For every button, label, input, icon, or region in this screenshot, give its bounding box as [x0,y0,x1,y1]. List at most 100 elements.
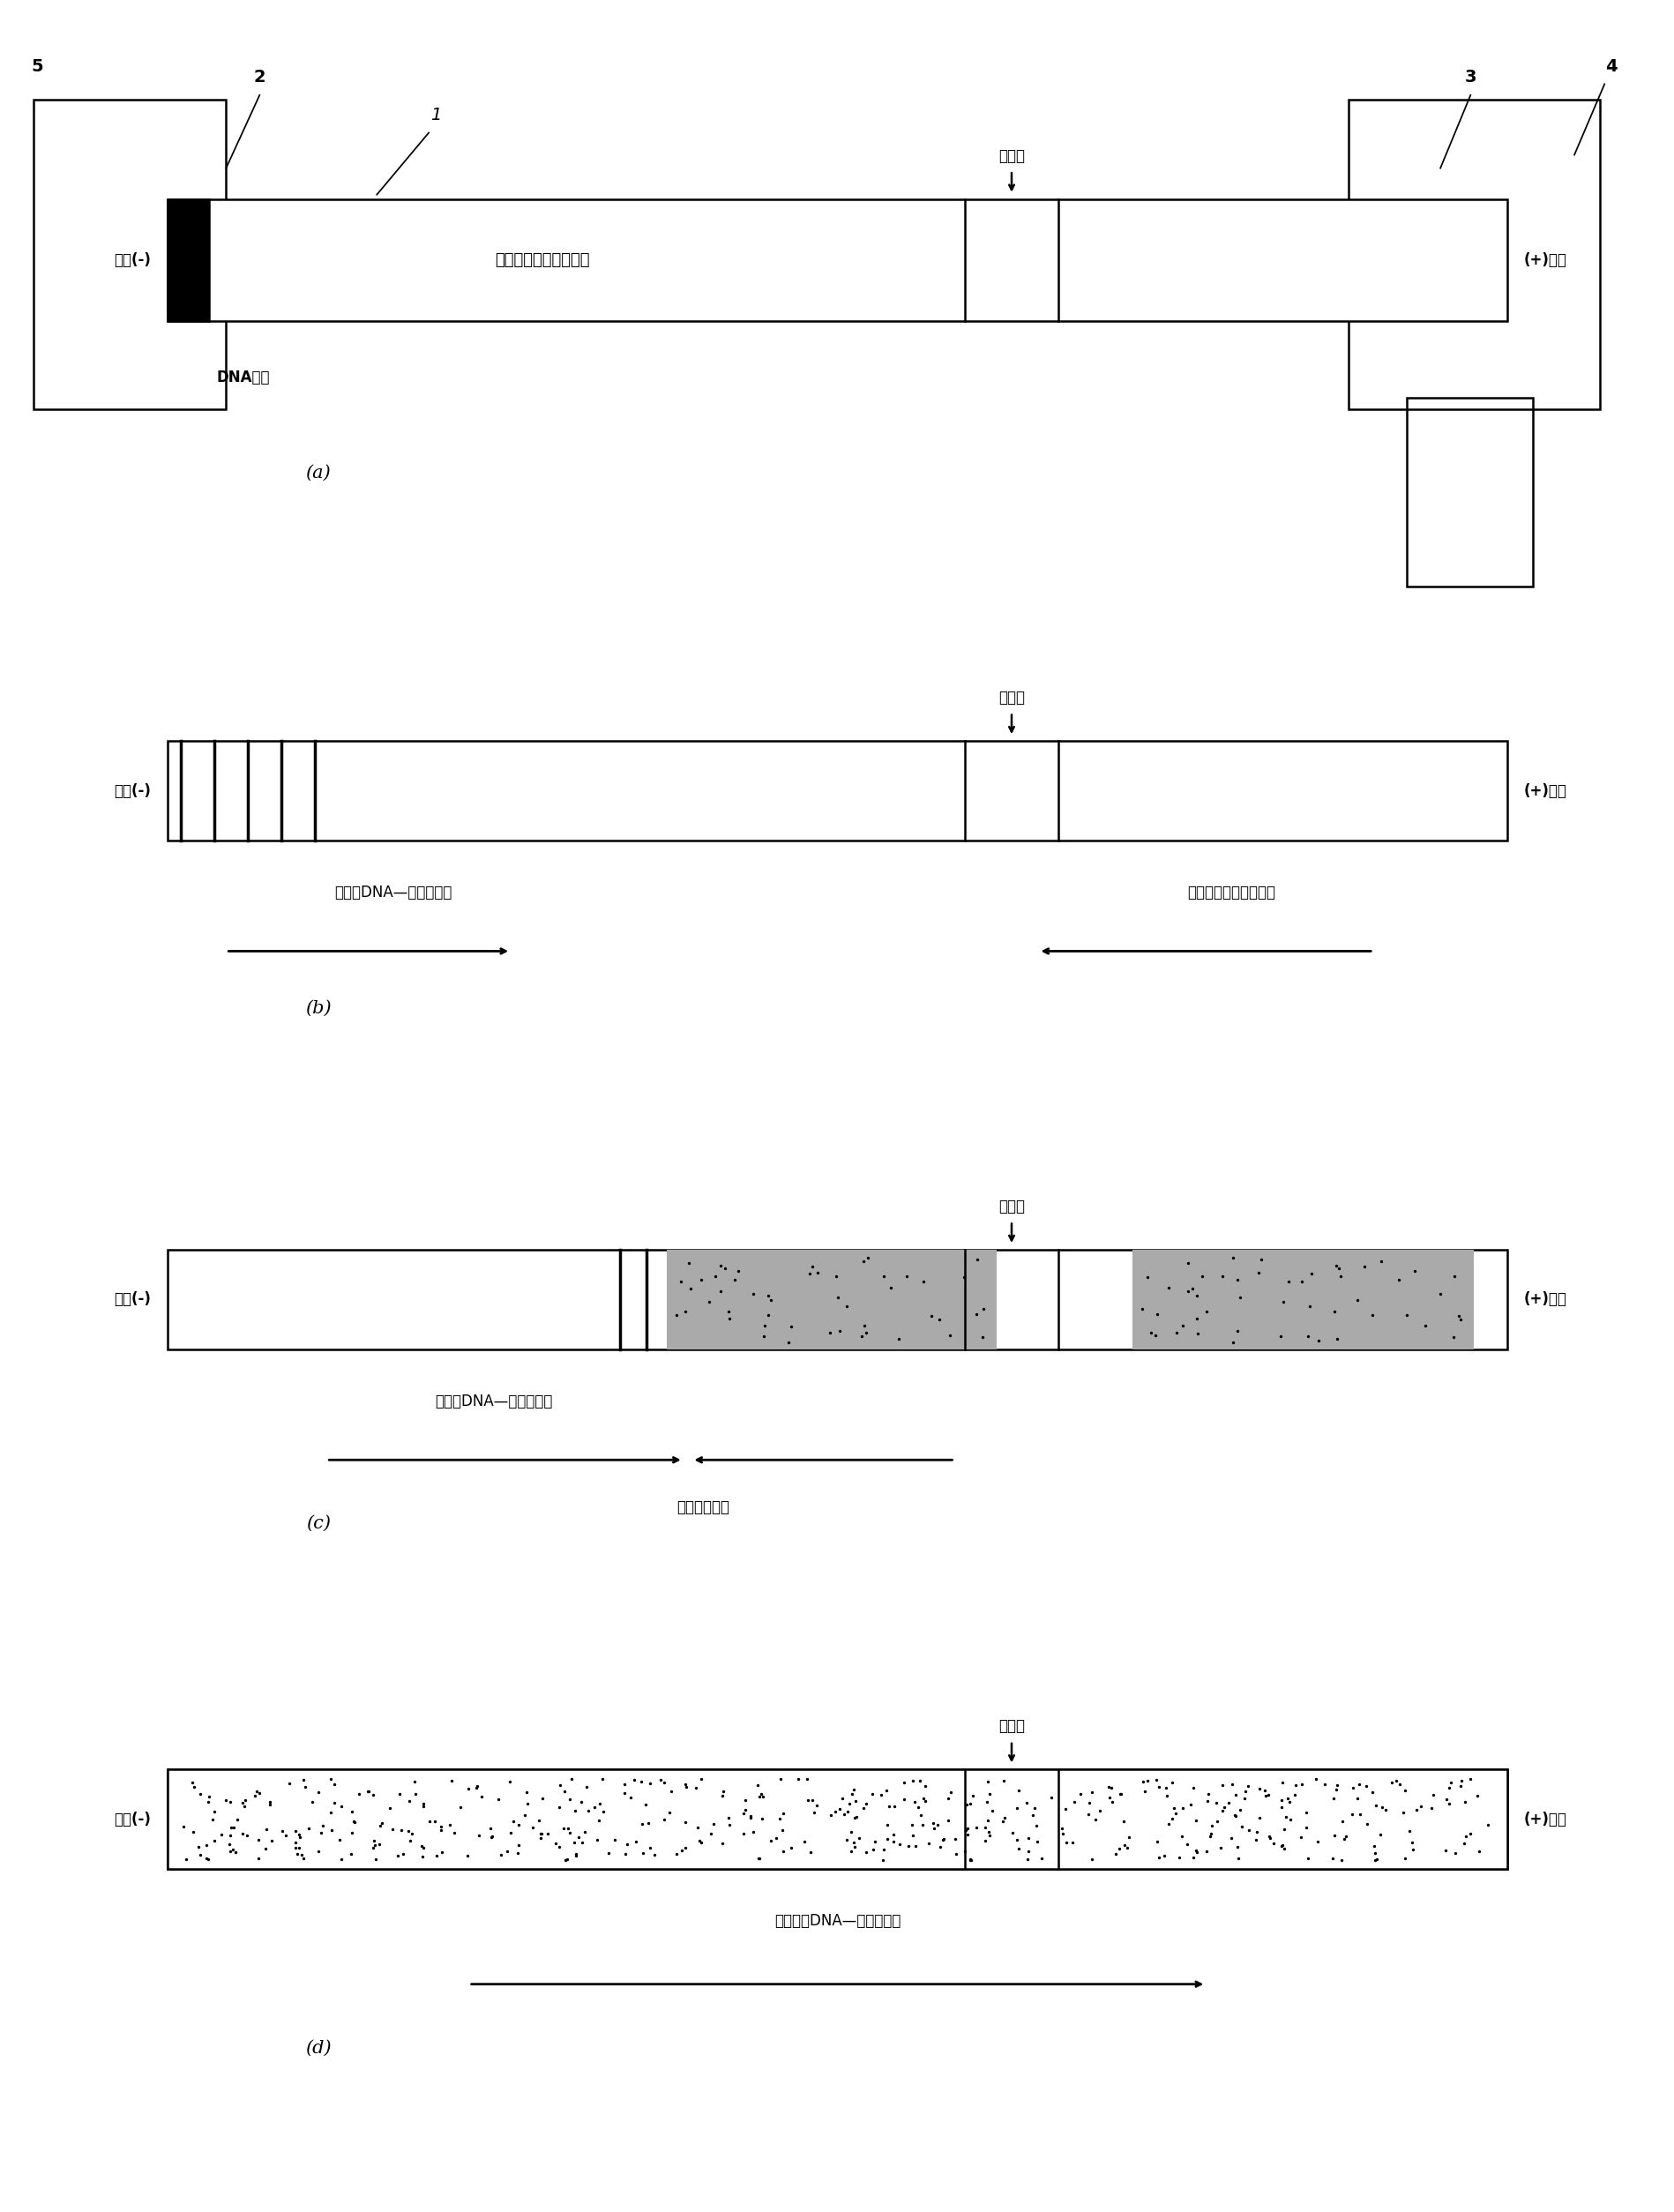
Point [229,1816,256,1851]
Point [929,1823,956,1858]
Point [1210,1790,1237,1825]
Point [747,1778,773,1814]
Point [1451,1783,1478,1818]
Point [390,1836,417,1871]
Point [1143,1825,1170,1860]
Point [216,1818,243,1854]
Point [711,1250,738,1285]
Point [954,1816,981,1851]
Point [218,1809,244,1845]
Point [1014,1834,1041,1869]
Point [971,1809,998,1845]
Point [1225,1281,1252,1316]
Point [825,1792,852,1827]
Point [408,1838,435,1874]
Point [477,1812,504,1847]
Point [546,1767,573,1803]
Point [179,1814,206,1849]
Point [345,1776,372,1812]
Point [854,1241,881,1276]
Point [318,1812,345,1847]
Point [1351,1248,1378,1283]
Point [440,1816,467,1851]
Bar [176,1774,1498,1865]
Point [328,1787,355,1823]
Text: 进口(-): 进口(-) [114,783,151,799]
Point [290,1763,316,1798]
Point [408,1829,435,1865]
Point [732,1783,758,1818]
Point [1075,1796,1101,1832]
Point [223,1834,249,1869]
Point [708,1825,735,1860]
Point [1269,1827,1296,1863]
Point [830,1796,857,1832]
Point [186,1776,213,1812]
Point [288,1836,315,1871]
Bar [167,1250,1507,1349]
Point [1339,1770,1366,1805]
Point [1023,1807,1050,1843]
Point [529,1781,556,1816]
Point [817,1798,844,1834]
Point [968,1321,994,1356]
Point [1167,1818,1194,1854]
Point [201,1794,228,1829]
Point [1098,1785,1125,1820]
Point [305,1834,331,1869]
Point [919,1805,946,1840]
Point [353,1774,380,1809]
Text: 进口(-): 进口(-) [114,1292,151,1307]
Point [1222,1778,1249,1814]
Point [834,1794,860,1829]
Point [710,1774,737,1809]
Point [658,1774,685,1809]
Point [671,1805,698,1840]
Point [465,1818,492,1854]
Point [1224,1263,1250,1298]
Point [725,1254,752,1290]
Point [1386,1767,1413,1803]
Point [901,1783,927,1818]
Point [589,1761,616,1796]
Point [233,1783,259,1818]
Point [1254,1776,1281,1812]
Point [1338,1796,1364,1832]
Point [1192,1834,1219,1869]
Point [447,1790,474,1825]
Point [1274,1781,1301,1816]
Point [1182,1301,1209,1336]
Point [844,1798,870,1834]
Point [671,1829,698,1865]
Point [618,1781,644,1816]
Point [1274,1263,1301,1298]
Point [991,1801,1018,1836]
Point [1162,1314,1189,1349]
Point [1004,1832,1031,1867]
Point [956,1843,983,1878]
Point [999,1816,1026,1851]
Point [574,1794,601,1829]
Point [671,1765,698,1801]
Point [186,1829,213,1865]
Point [623,1825,650,1860]
Point [244,1823,271,1858]
Point [1150,1838,1177,1874]
Point [696,1285,723,1321]
Point [974,1763,1001,1798]
Point [1204,1803,1230,1838]
Point [917,1298,944,1334]
Bar [1348,100,1599,409]
Point [757,1283,783,1318]
Point [611,1765,638,1801]
Point [732,1792,758,1827]
Point [748,1778,775,1814]
Point [567,1783,594,1818]
Text: 1: 1 [430,106,440,124]
Point [877,1270,904,1305]
Point [224,1803,251,1838]
Text: (d): (d) [305,2039,331,2057]
Point [850,1790,877,1825]
Point [1143,1296,1170,1332]
Point [546,1829,573,1865]
